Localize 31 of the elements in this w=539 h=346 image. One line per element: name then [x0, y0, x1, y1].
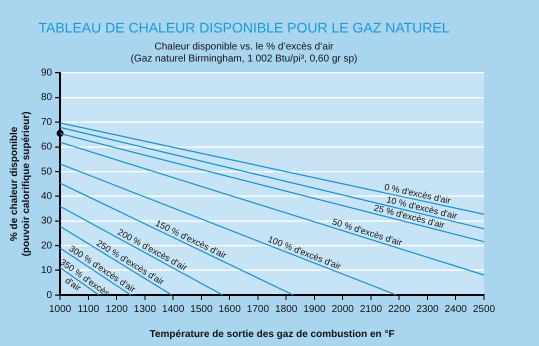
y-tick-label: 20 [41, 240, 53, 252]
x-tick-label: 2500 [472, 304, 496, 315]
y-tick-label: 70 [41, 116, 53, 128]
chart-title: TABLEAU DE CHALEUR DISPONIBLE POUR LE GAZ NATUREL [38, 19, 450, 36]
x-tick-label: 2100 [360, 304, 383, 315]
text: 50 % d'excès d'air [331, 216, 404, 248]
x-tick-label: 2300 [416, 304, 440, 315]
x-tick-label: 1700 [246, 304, 270, 315]
x-tick-label: 1200 [106, 304, 128, 315]
x-tick-label: 1900 [303, 304, 326, 315]
y-tick-label: 50 [41, 166, 53, 178]
x-tick-label: 1800 [275, 304, 298, 315]
x-tick-label: 1400 [162, 304, 185, 315]
x-axis-title: Température de sortie des gaz de combustion en °F [150, 328, 395, 340]
y-tick-label: 10 [41, 265, 53, 276]
x-tick-label: 1100 [78, 304, 100, 315]
x-tick-label: 1000 [49, 304, 72, 315]
x-tick-label: 2000 [332, 304, 354, 315]
x-tick-label: 2200 [388, 304, 411, 315]
y-tick-label: 80 [41, 92, 53, 104]
x-tick-label: 1600 [218, 304, 242, 315]
y-axis-title: % de chaleur disponible (pouvoir calorifique supérieur) [8, 111, 32, 256]
y-tick-label: 30 [41, 216, 53, 227]
y-tick-label: 0 [46, 290, 53, 301]
x-tick-label: 2400 [444, 304, 468, 315]
y-tick-label: 60 [41, 142, 53, 153]
chart-subtitle: Chaleur disponible vs. le % d’excès d’air (Gaz naturel Birmingham, 1 002 Btu/pi³, 0,60 gr sp) [130, 42, 358, 65]
x-tick-label: 1300 [134, 304, 156, 315]
x-tick-label: 1500 [190, 304, 213, 315]
y-tick-label: 40 [41, 190, 53, 202]
y-tick-label: 90 [41, 68, 53, 79]
